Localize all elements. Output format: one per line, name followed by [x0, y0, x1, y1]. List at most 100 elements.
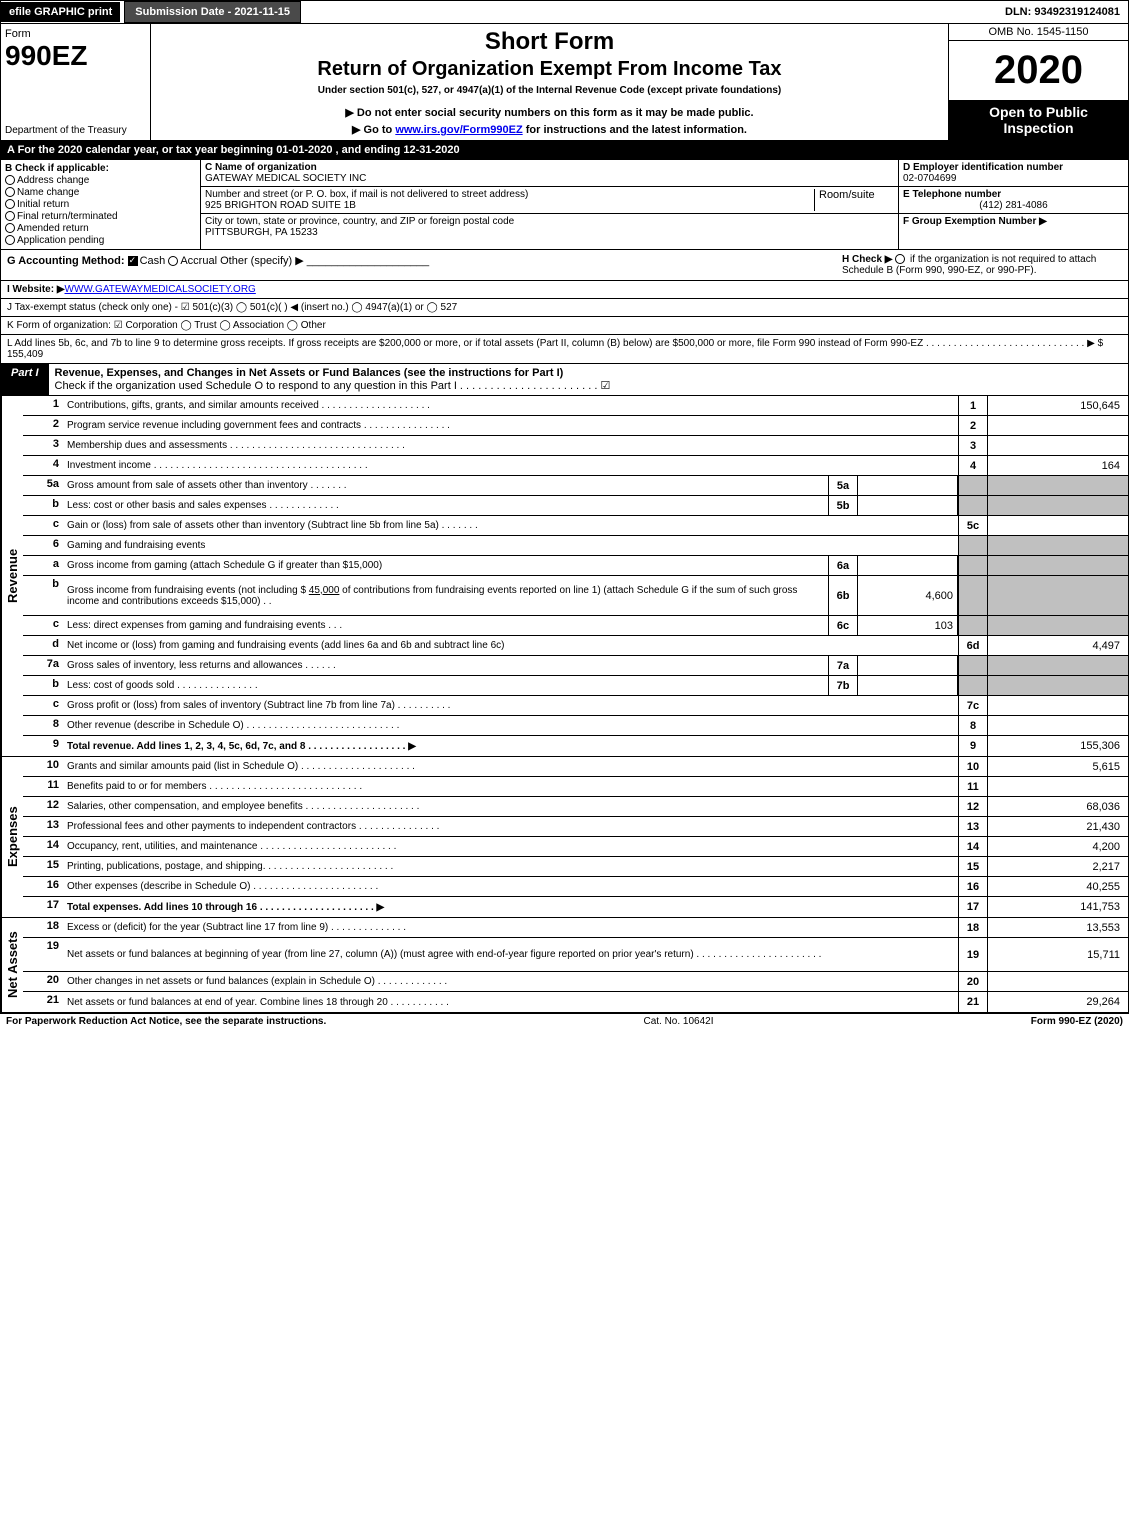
expenses-side-label: Expenses — [1, 757, 23, 917]
part1-sub: Check if the organization used Schedule … — [55, 380, 611, 392]
row-j: J Tax-exempt status (check only one) - ☑… — [0, 299, 1129, 317]
line-1: 1Contributions, gifts, grants, and simil… — [23, 396, 1128, 416]
d-ein-row: D Employer identification number 02-0704… — [899, 160, 1128, 187]
efile-label: efile GRAPHIC print — [1, 2, 120, 22]
line-5b: bLess: cost or other basis and sales exp… — [23, 496, 1128, 516]
city-state-zip: PITTSBURGH, PA 15233 — [205, 227, 894, 238]
dln: DLN: 93492319124081 — [997, 2, 1128, 22]
f-label: F Group Exemption Number ▶ — [903, 216, 1124, 227]
line-4: 4Investment income . . . . . . . . . . .… — [23, 456, 1128, 476]
c-label: C Name of organization — [205, 162, 894, 173]
line-16: 16Other expenses (describe in Schedule O… — [23, 877, 1128, 897]
section-b-checks: B Check if applicable: Address change Na… — [1, 160, 201, 249]
street-address: 925 BRIGHTON ROAD SUITE 1B — [205, 200, 814, 211]
part1-tab: Part I — [1, 364, 49, 395]
room-suite: Room/suite — [814, 189, 894, 211]
line-19: 19Net assets or fund balances at beginni… — [23, 938, 1128, 972]
top-bar: efile GRAPHIC print Submission Date - 20… — [0, 0, 1129, 24]
header-center: Short Form Return of Organization Exempt… — [151, 24, 948, 140]
check-final: Final return/terminated — [5, 211, 196, 222]
i-label: I Website: ▶ — [7, 284, 65, 295]
footer-right: Form 990-EZ (2020) — [1031, 1016, 1123, 1027]
website-link[interactable]: WWW.GATEWAYMEDICALSOCIETY.ORG — [65, 284, 256, 295]
goto-line: ▶ Go to www.irs.gov/Form990EZ for instru… — [159, 123, 940, 136]
section-b: B Check if applicable: Address change Na… — [0, 160, 1129, 250]
city-row: City or town, state or province, country… — [201, 214, 898, 240]
line-20: 20Other changes in net assets or fund ba… — [23, 972, 1128, 992]
period-bar: A For the 2020 calendar year, or tax yea… — [0, 141, 1129, 160]
under-section: Under section 501(c), 527, or 4947(a)(1)… — [159, 85, 940, 96]
line-10: 10Grants and similar amounts paid (list … — [23, 757, 1128, 777]
ssn-warning: ▶ Do not enter social security numbers o… — [159, 106, 940, 119]
addr-row: Number and street (or P. O. box, if mail… — [201, 187, 898, 214]
row-g-h: G Accounting Method: Cash Accrual Other … — [0, 250, 1129, 281]
footer-left: For Paperwork Reduction Act Notice, see … — [6, 1016, 326, 1027]
row-i: I Website: ▶WWW.GATEWAYMEDICALSOCIETY.OR… — [0, 281, 1129, 299]
line-6d: dNet income or (loss) from gaming and fu… — [23, 636, 1128, 656]
addr-label: Number and street (or P. O. box, if mail… — [205, 189, 814, 200]
cash-checkbox — [128, 256, 138, 266]
revenue-side-label: Revenue — [1, 396, 23, 756]
check-amended: Amended return — [5, 223, 196, 234]
f-group-row: F Group Exemption Number ▶ — [899, 214, 1128, 249]
header-right: OMB No. 1545-1150 2020 Open to Public In… — [948, 24, 1128, 140]
submission-date: Submission Date - 2021-11-15 — [124, 1, 301, 23]
city-label: City or town, state or province, country… — [205, 216, 894, 227]
omb-number: OMB No. 1545-1150 — [949, 24, 1128, 41]
row-l: L Add lines 5b, 6c, and 7b to line 9 to … — [0, 335, 1129, 364]
b-label: B Check if applicable: — [5, 163, 196, 174]
form-header: Form 990EZ Department of the Treasury Sh… — [0, 24, 1129, 141]
phone-value: (412) 281-4086 — [903, 200, 1124, 211]
line-5a: 5aGross amount from sale of assets other… — [23, 476, 1128, 496]
row-k: K Form of organization: ☑ Corporation ◯ … — [0, 317, 1129, 335]
netassets-side-label: Net Assets — [1, 918, 23, 1012]
line-8: 8Other revenue (describe in Schedule O) … — [23, 716, 1128, 736]
line-21: 21Net assets or fund balances at end of … — [23, 992, 1128, 1012]
short-form-title: Short Form — [159, 28, 940, 56]
check-address: Address change — [5, 175, 196, 186]
h-label: H Check ▶ — [842, 254, 892, 265]
return-title: Return of Organization Exempt From Incom… — [159, 58, 940, 81]
line-15: 15Printing, publications, postage, and s… — [23, 857, 1128, 877]
l-text: L Add lines 5b, 6c, and 7b to line 9 to … — [7, 338, 1095, 349]
line-11: 11Benefits paid to or for members . . . … — [23, 777, 1128, 797]
line-3: 3Membership dues and assessments . . . .… — [23, 436, 1128, 456]
open-to-public: Open to Public Inspection — [949, 100, 1128, 140]
line-14: 14Occupancy, rent, utilities, and mainte… — [23, 837, 1128, 857]
footer-center: Cat. No. 10642I — [326, 1016, 1030, 1027]
part1-header: Part I Revenue, Expenses, and Changes in… — [0, 364, 1129, 396]
department: Department of the Treasury — [5, 125, 146, 136]
line-6b: bGross income from fundraising events (n… — [23, 576, 1128, 616]
e-phone-row: E Telephone number (412) 281-4086 — [899, 187, 1128, 214]
h-check: H Check ▶ if the organization is not req… — [842, 254, 1122, 276]
form-number: 990EZ — [5, 40, 146, 72]
line-6c: cLess: direct expenses from gaming and f… — [23, 616, 1128, 636]
g-accounting: G Accounting Method: Cash Accrual Other … — [7, 254, 842, 276]
section-b-right: D Employer identification number 02-0704… — [898, 160, 1128, 249]
form-word: Form — [5, 28, 146, 40]
tax-year: 2020 — [949, 41, 1128, 100]
g-label: G Accounting Method: — [7, 255, 125, 267]
goto-post: for instructions and the latest informat… — [523, 124, 747, 136]
line-6a: aGross income from gaming (attach Schedu… — [23, 556, 1128, 576]
d-label: D Employer identification number — [903, 162, 1124, 173]
line-7a: 7aGross sales of inventory, less returns… — [23, 656, 1128, 676]
line-12: 12Salaries, other compensation, and empl… — [23, 797, 1128, 817]
ein-value: 02-0704699 — [903, 173, 1124, 184]
line-17: 17Total expenses. Add lines 10 through 1… — [23, 897, 1128, 917]
line-5c: cGain or (loss) from sale of assets othe… — [23, 516, 1128, 536]
header-left: Form 990EZ Department of the Treasury — [1, 24, 151, 140]
section-b-center: C Name of organization GATEWAY MEDICAL S… — [201, 160, 898, 249]
line-13: 13Professional fees and other payments t… — [23, 817, 1128, 837]
check-name: Name change — [5, 187, 196, 198]
line-9: 9Total revenue. Add lines 1, 2, 3, 4, 5c… — [23, 736, 1128, 756]
footer: For Paperwork Reduction Act Notice, see … — [0, 1013, 1129, 1029]
e-label: E Telephone number — [903, 189, 1124, 200]
line-18: 18Excess or (deficit) for the year (Subt… — [23, 918, 1128, 938]
check-initial: Initial return — [5, 199, 196, 210]
org-name: GATEWAY MEDICAL SOCIETY INC — [205, 173, 894, 184]
irs-link[interactable]: www.irs.gov/Form990EZ — [395, 124, 522, 136]
part1-title: Revenue, Expenses, and Changes in Net As… — [49, 364, 1128, 395]
check-pending: Application pending — [5, 235, 196, 246]
line-2: 2Program service revenue including gover… — [23, 416, 1128, 436]
